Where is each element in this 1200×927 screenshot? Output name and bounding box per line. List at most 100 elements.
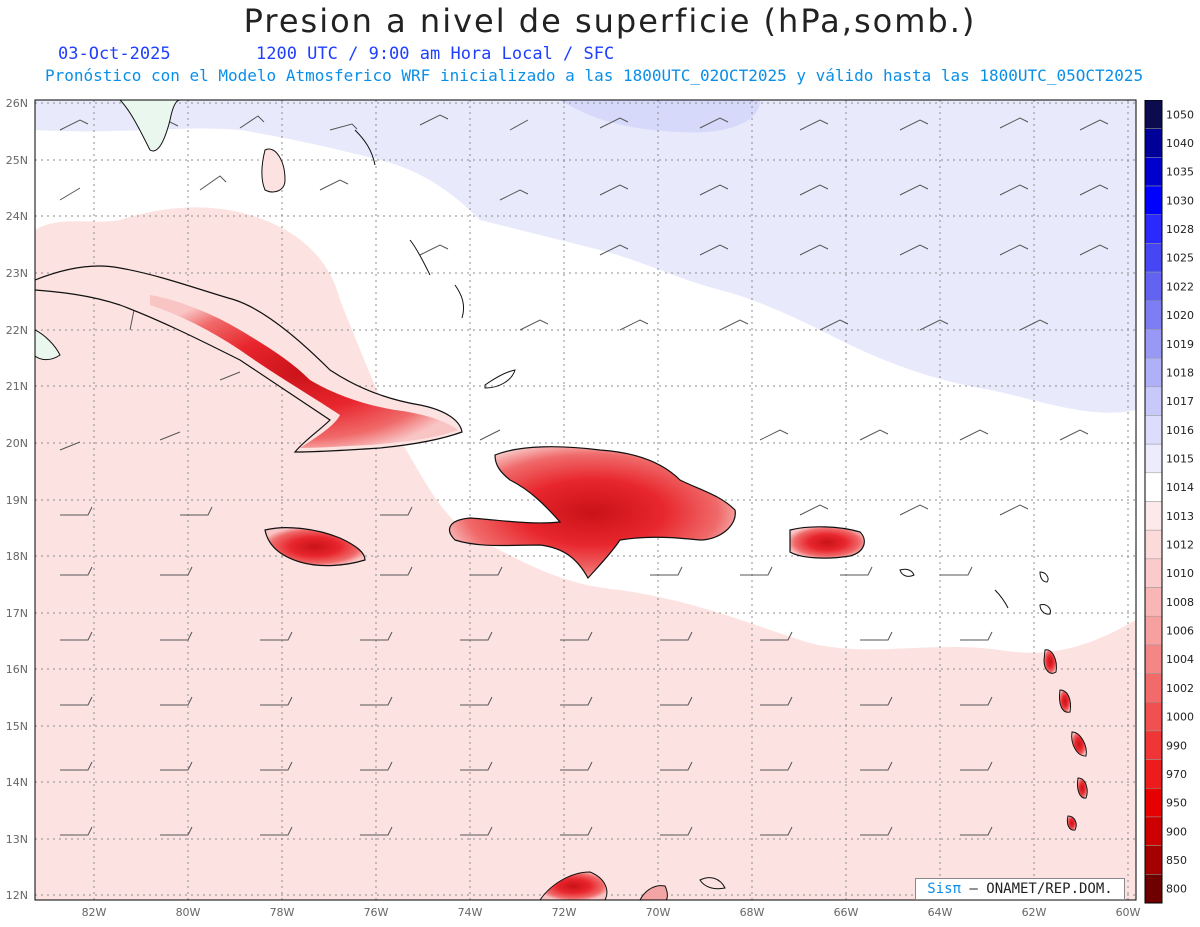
colorbar-label: 1004 [1166,653,1194,666]
land-st-lucia [1077,777,1088,799]
colorbar-swatch [1144,644,1163,674]
credit-box: Sisπ – ONAMET/REP.DOM. [915,878,1125,900]
land-venezuela-coast-2 [639,885,668,900]
land-venezuela-coast [539,871,608,900]
colorbar-swatch [1144,185,1163,215]
colorbar-swatch [1144,759,1163,789]
land-st-vincent [1066,815,1077,831]
colorbar-swatch [1144,529,1163,560]
colorbar-label: 950 [1166,797,1187,810]
land-small-islands-6 [994,589,1009,609]
colorbar-label: 1015 [1166,452,1194,465]
land-bahamas-andros [261,148,286,193]
svg-text:19N: 19N [6,494,28,507]
colorbar-swatch [1144,472,1163,502]
colorbar-swatch [1144,300,1163,330]
colorbar-label: 1019 [1166,338,1194,351]
svg-text:23N: 23N [6,267,28,280]
wind-barbs [59,114,1109,836]
colorbar-swatch [1144,443,1163,474]
land-areas [35,100,1088,900]
colorbar-label: 1020 [1166,309,1194,322]
svg-text:64W: 64W [928,906,953,919]
colorbar-swatch [1144,357,1163,388]
colorbar-frame [1144,100,1163,904]
colorbar-label: 1025 [1166,252,1194,265]
colorbar-label: 1006 [1166,625,1194,638]
colorbar-label: 800 [1166,883,1187,896]
colorbar-label: 1050 [1166,108,1194,121]
colorbar-label: 1002 [1166,682,1194,695]
colorbar-label: 1008 [1166,596,1194,609]
land-jamaica [264,527,366,567]
svg-text:78W: 78W [270,906,295,919]
colorbar-swatch [1144,558,1163,588]
colorbar-swatch [1144,157,1163,187]
colorbar-swatch [1144,243,1163,273]
colorbar-swatch [1144,386,1163,416]
forecast-note: Pronóstico con el Modelo Atmosferico WRF… [45,66,1144,85]
colorbar-label: 1022 [1166,280,1194,293]
land-small-islands-4 [354,129,376,166]
svg-text:16N: 16N [6,663,28,676]
land-small-islands-1 [484,369,516,389]
svg-text:70W: 70W [646,906,671,919]
colorbar-swatch [1144,702,1163,732]
colorbar-swatch [1144,214,1163,244]
land-small-islands-9 [699,877,726,890]
colorbar-label: 900 [1166,825,1187,838]
colorbar-swatch [1144,730,1163,760]
credit-text: – ONAMET/REP.DOM. [961,881,1113,897]
svg-text:66W: 66W [834,906,859,919]
colorbar-swatches [1144,100,1163,904]
colorbar-swatch [1144,271,1163,301]
land-guadeloupe [1043,649,1057,674]
colorbar-label: 1013 [1166,510,1194,523]
colorbar-label: 1012 [1166,539,1194,552]
colorbar-labels: 1050 1040 1035 1030 1028 1025 1022 1020 1019 1018… [1166,108,1194,895]
svg-text:24N: 24N [6,210,28,223]
forecast-time: 1200 UTC / 9:00 am Hora Local / SFC [256,44,615,64]
colorbar-swatch [1144,128,1163,158]
colorbar-label: 1000 [1166,711,1194,724]
credit-brand: Sisπ [927,881,961,897]
svg-text:18N: 18N [6,550,28,563]
colorbar-swatch [1144,845,1163,875]
land-small-islands-7 [1039,604,1051,615]
colorbar-label: 1016 [1166,424,1194,437]
colorbar-swatch [1144,329,1163,359]
land-puerto-rico [789,526,865,559]
colorbar-swatch [1144,415,1163,445]
svg-text:62W: 62W [1022,906,1047,919]
land-yucatan-edge [35,329,61,361]
colorbar-label: 1035 [1166,166,1194,179]
colorbar-swatch [1144,100,1163,129]
svg-text:12N: 12N [6,889,28,902]
colorbar-label: 990 [1166,739,1187,752]
land-small-islands-2 [409,239,431,276]
svg-text:68W: 68W [740,906,765,919]
land-small-islands-8 [1039,571,1049,583]
land-hispaniola [448,446,736,580]
svg-text:14N: 14N [6,776,28,789]
svg-text:26N: 26N [6,97,28,110]
pressure-high-zone [35,100,1136,413]
map-title: Presion a nivel de superficie (hPa,somb.… [243,2,977,40]
land-cuba-low [150,295,458,448]
colorbar-label: 1014 [1166,481,1194,494]
svg-text:17N: 17N [6,607,28,620]
colorbar-swatch [1144,788,1163,818]
svg-text:13N: 13N [6,833,28,846]
pressure-map: 26N 25N 24N 23N 22N 21N 20N 19N 18N 17N … [6,97,1140,919]
colorbar-swatch [1144,673,1163,703]
colorbar-swatch [1144,501,1163,531]
land-martinique [1071,731,1087,757]
land-small-islands-5 [899,568,915,577]
svg-text:25N: 25N [6,154,28,167]
svg-text:80W: 80W [176,906,201,919]
colorbar-label: 1010 [1166,567,1194,580]
colorbar-label: 1017 [1166,395,1194,408]
map-frame [34,99,1137,901]
colorbar-label: 1030 [1166,194,1194,207]
colorbar-label: 1018 [1166,366,1194,379]
